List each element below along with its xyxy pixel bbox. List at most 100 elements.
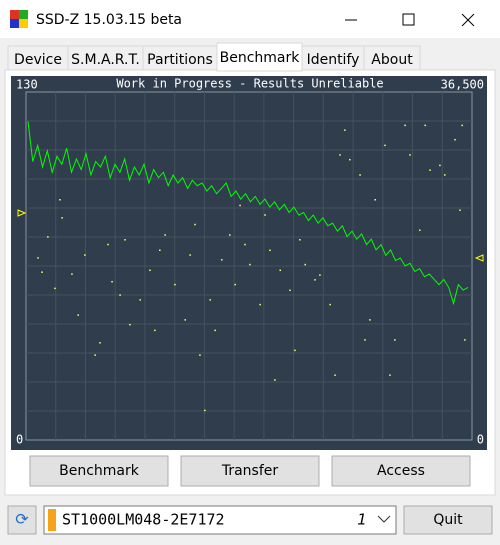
access-dot [329, 303, 331, 306]
access-dot [394, 339, 396, 341]
access-dot [264, 214, 266, 216]
access-dot [174, 283, 176, 286]
access-dot [359, 174, 361, 176]
y-tick-label: 0 [16, 433, 23, 447]
quit-label: Quit [433, 512, 463, 528]
access-dot [139, 299, 141, 301]
drive-combo[interactable] [43, 505, 397, 535]
access-dot [274, 379, 276, 381]
access-dot [454, 138, 456, 141]
access-dot [94, 354, 96, 356]
access-dot [459, 209, 461, 211]
tab-label: About [371, 52, 413, 68]
access-dot [61, 217, 63, 219]
close[interactable] [461, 13, 475, 27]
access-dot [244, 243, 246, 246]
tab[interactable] [301, 45, 365, 71]
access-dot [429, 169, 431, 171]
access-dot [349, 158, 351, 161]
access-dot [289, 289, 291, 292]
access-dot [54, 287, 56, 290]
access-dot [59, 198, 61, 201]
drive-name: ST1000LM048-2E7172 [62, 511, 225, 529]
tab-label: Benchmark [220, 50, 301, 66]
window-title: SSD-Z 15.03.15 beta [36, 12, 182, 28]
access-dot [129, 323, 131, 326]
access-dot [314, 279, 316, 281]
access-dot [304, 263, 306, 266]
access-dot [159, 249, 161, 252]
chart-title: Work in Progress - Results Unreliable [116, 77, 383, 91]
access-dot [249, 263, 251, 266]
quit-button[interactable] [403, 505, 493, 535]
access-dot [389, 374, 391, 376]
y2-tick-label: 0 [477, 433, 484, 447]
access-dot [269, 249, 271, 252]
access-dot [344, 129, 346, 131]
access-dot [71, 273, 73, 275]
access-dot [189, 254, 191, 256]
access-dot [294, 349, 296, 352]
access-dot [319, 274, 321, 276]
access-dot [111, 280, 113, 283]
access-dot [334, 374, 336, 376]
access-dot [439, 164, 441, 167]
access-dot [409, 154, 411, 156]
action-button[interactable] [29, 455, 169, 487]
right-marker [474, 254, 484, 262]
tab-label: Identify [307, 52, 360, 68]
access-dot [149, 269, 151, 272]
title-bar [0, 0, 500, 38]
y-tick-label: 130 [16, 78, 38, 92]
access-dot [204, 409, 206, 412]
access-dot [299, 239, 301, 241]
transfer-line [27, 121, 469, 306]
access-dot [77, 314, 79, 316]
access-dot [404, 124, 406, 127]
access-dot [374, 198, 376, 201]
action-label: Access [377, 463, 425, 479]
access-dot [259, 303, 261, 306]
tab[interactable] [216, 42, 303, 72]
tab[interactable] [142, 45, 218, 71]
access-dot [461, 124, 463, 127]
app-icon [10, 10, 28, 28]
access-dot [41, 271, 43, 273]
access-dot [154, 329, 156, 332]
action-button[interactable] [331, 455, 471, 487]
action-button[interactable] [180, 455, 320, 487]
refresh-button[interactable] [7, 505, 37, 535]
tab-strip: Device S.M.A.R.T. Partitions Benchmark Ident… [7, 42, 421, 72]
access-dot [419, 229, 421, 231]
grid [26, 92, 472, 440]
left-marker [17, 209, 27, 217]
access-dot [214, 329, 216, 332]
access-dot [424, 124, 426, 127]
tab[interactable] [363, 45, 421, 71]
access-dot [194, 223, 196, 226]
access-dot [47, 236, 49, 238]
drive-color [48, 509, 56, 531]
access-dot [464, 339, 466, 341]
tab-label: Device [14, 52, 62, 68]
action-label: Transfer [221, 463, 279, 479]
access-dot [229, 234, 231, 236]
drive-index: 1 [357, 511, 367, 529]
access-dot [99, 342, 101, 344]
access-dot [107, 243, 109, 246]
chart-bg [11, 76, 487, 450]
access-dot [209, 299, 211, 301]
access-dot [199, 354, 201, 356]
y2-tick-label: 36,500 [441, 78, 484, 92]
access-dot [384, 144, 386, 147]
action-label: Benchmark [59, 463, 140, 479]
maximize[interactable] [402, 13, 415, 26]
access-dot [184, 319, 186, 321]
tab[interactable] [67, 45, 144, 71]
access-dot [124, 239, 126, 241]
access-dot [444, 174, 446, 176]
access-dot [369, 319, 371, 321]
access-dot [221, 259, 223, 261]
